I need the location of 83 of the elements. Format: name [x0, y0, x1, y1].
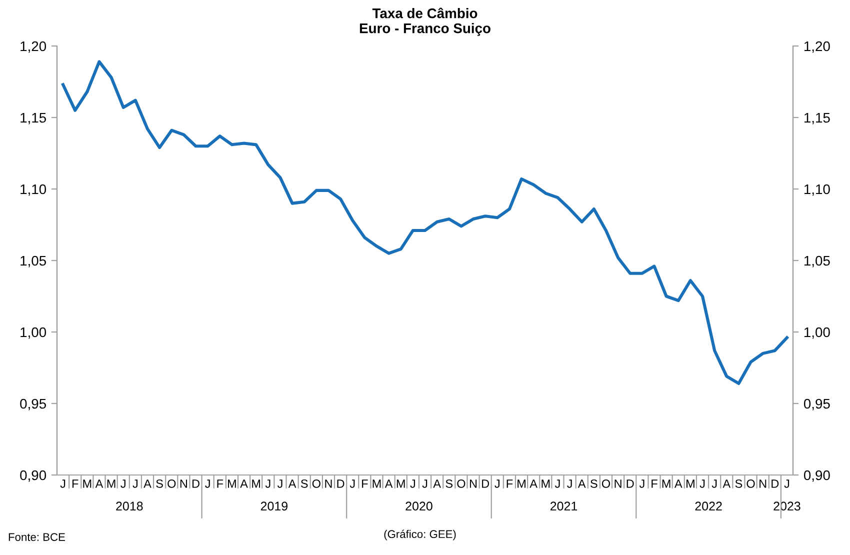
x-tick-label: N	[180, 480, 187, 488]
x-tick-label: J	[410, 480, 416, 488]
x-tick-label: J	[60, 480, 66, 488]
text: 2018	[116, 502, 143, 511]
y2-tick-label: 1,10	[804, 184, 830, 196]
y2-tick-label: 0,95	[804, 398, 830, 410]
x-tick-label: J	[639, 480, 644, 488]
y2-tick-label: 1,15	[804, 112, 830, 124]
x-tick-label: A	[578, 480, 586, 488]
x-tick-label: A	[433, 480, 441, 488]
x-tick-label: M	[107, 480, 116, 488]
y2-tick-label: 1,00	[804, 327, 830, 339]
text: 2020	[406, 502, 432, 511]
x-tick-label: F	[362, 480, 368, 488]
x-tick-label: M	[83, 480, 92, 488]
chart-title: Taxa de Câmbio Euro - Franco Suiço	[360, 8, 490, 36]
x-tick-label: A	[384, 480, 393, 488]
y2-tick-label: 1,20	[804, 41, 830, 53]
x-tick-label: M	[518, 480, 526, 488]
y-tick-label: 1,00	[20, 327, 46, 339]
x-tick-label: S	[300, 479, 308, 488]
x-tick-label: M	[228, 480, 236, 488]
x-tick-label: J	[350, 480, 355, 488]
y-tick-label: 1,05	[20, 256, 46, 268]
x-tick-label: J	[132, 480, 138, 488]
text: 2022	[695, 502, 722, 511]
x-tick-label: O	[746, 479, 755, 488]
x-tick-label: A	[530, 480, 538, 488]
x-tick-label: N	[614, 480, 622, 488]
x-tick-label: J	[700, 480, 705, 488]
y-tick-label: 0,95	[20, 398, 46, 410]
x-tick-label: N	[325, 480, 332, 488]
x-tick-label: F	[217, 480, 224, 488]
text: 2021	[550, 502, 578, 511]
x-tick-label: F	[72, 480, 78, 488]
x-tick-label: M	[686, 480, 694, 488]
x-tick-label: D	[482, 480, 490, 488]
x-tick-label: N	[760, 480, 766, 488]
x-tick-label: J	[554, 480, 560, 488]
text: (Gráfico: GEE)	[384, 530, 456, 540]
x-tick-label: A	[95, 480, 104, 488]
y-tick-label: 1,15	[20, 112, 46, 124]
x-tick-label: A	[722, 480, 731, 488]
x-tick-label: J	[422, 480, 428, 488]
x-tick-label: A	[674, 480, 682, 488]
y-tick-label: 0,90	[20, 470, 46, 482]
x-tick-label: S	[446, 479, 453, 488]
x-tick-label: M	[372, 480, 381, 488]
x-tick-label: D	[337, 480, 344, 488]
x-tick-label: J	[567, 480, 572, 488]
x-tick-label: J	[265, 480, 270, 488]
x-tick-label: D	[192, 480, 200, 488]
source-note: Fonte: BCE	[8, 533, 65, 541]
x-tick-label: D	[772, 480, 779, 488]
x-tick-label: S	[735, 479, 742, 488]
x-tick-label: J	[712, 480, 717, 488]
x-tick-label: O	[457, 479, 466, 488]
x-tick-label: A	[288, 480, 296, 488]
x-tick-label: D	[626, 480, 634, 488]
x-tick-label: F	[652, 480, 658, 488]
x-tick-label: M	[662, 480, 670, 488]
x-tick-label: J	[277, 480, 282, 488]
y2-tick-label: 0,90	[804, 470, 830, 482]
x-tick-label: J	[120, 480, 126, 488]
x-tick-label: S	[156, 479, 163, 488]
x-tick-label: A	[240, 480, 248, 488]
y-tick-label: 1,20	[20, 41, 46, 53]
x-tick-label: O	[168, 479, 176, 488]
x-tick-label: J	[784, 480, 790, 488]
x-tick-label: F	[506, 480, 513, 488]
x-tick-label: O	[602, 479, 610, 488]
y-tick-label: 1,10	[20, 184, 46, 196]
x-tick-label: M	[542, 480, 550, 488]
y2-tick-label: 1,05	[804, 256, 830, 268]
x-tick-label: M	[252, 480, 260, 488]
text: 2019	[260, 502, 288, 511]
x-tick-label: J	[494, 480, 500, 488]
x-tick-label: J	[205, 480, 210, 488]
x-tick-label: A	[144, 480, 152, 488]
x-tick-label: M	[396, 480, 405, 488]
x-tick-label: S	[590, 479, 598, 488]
x-tick-label: O	[312, 479, 320, 488]
x-tick-label: N	[470, 480, 477, 488]
